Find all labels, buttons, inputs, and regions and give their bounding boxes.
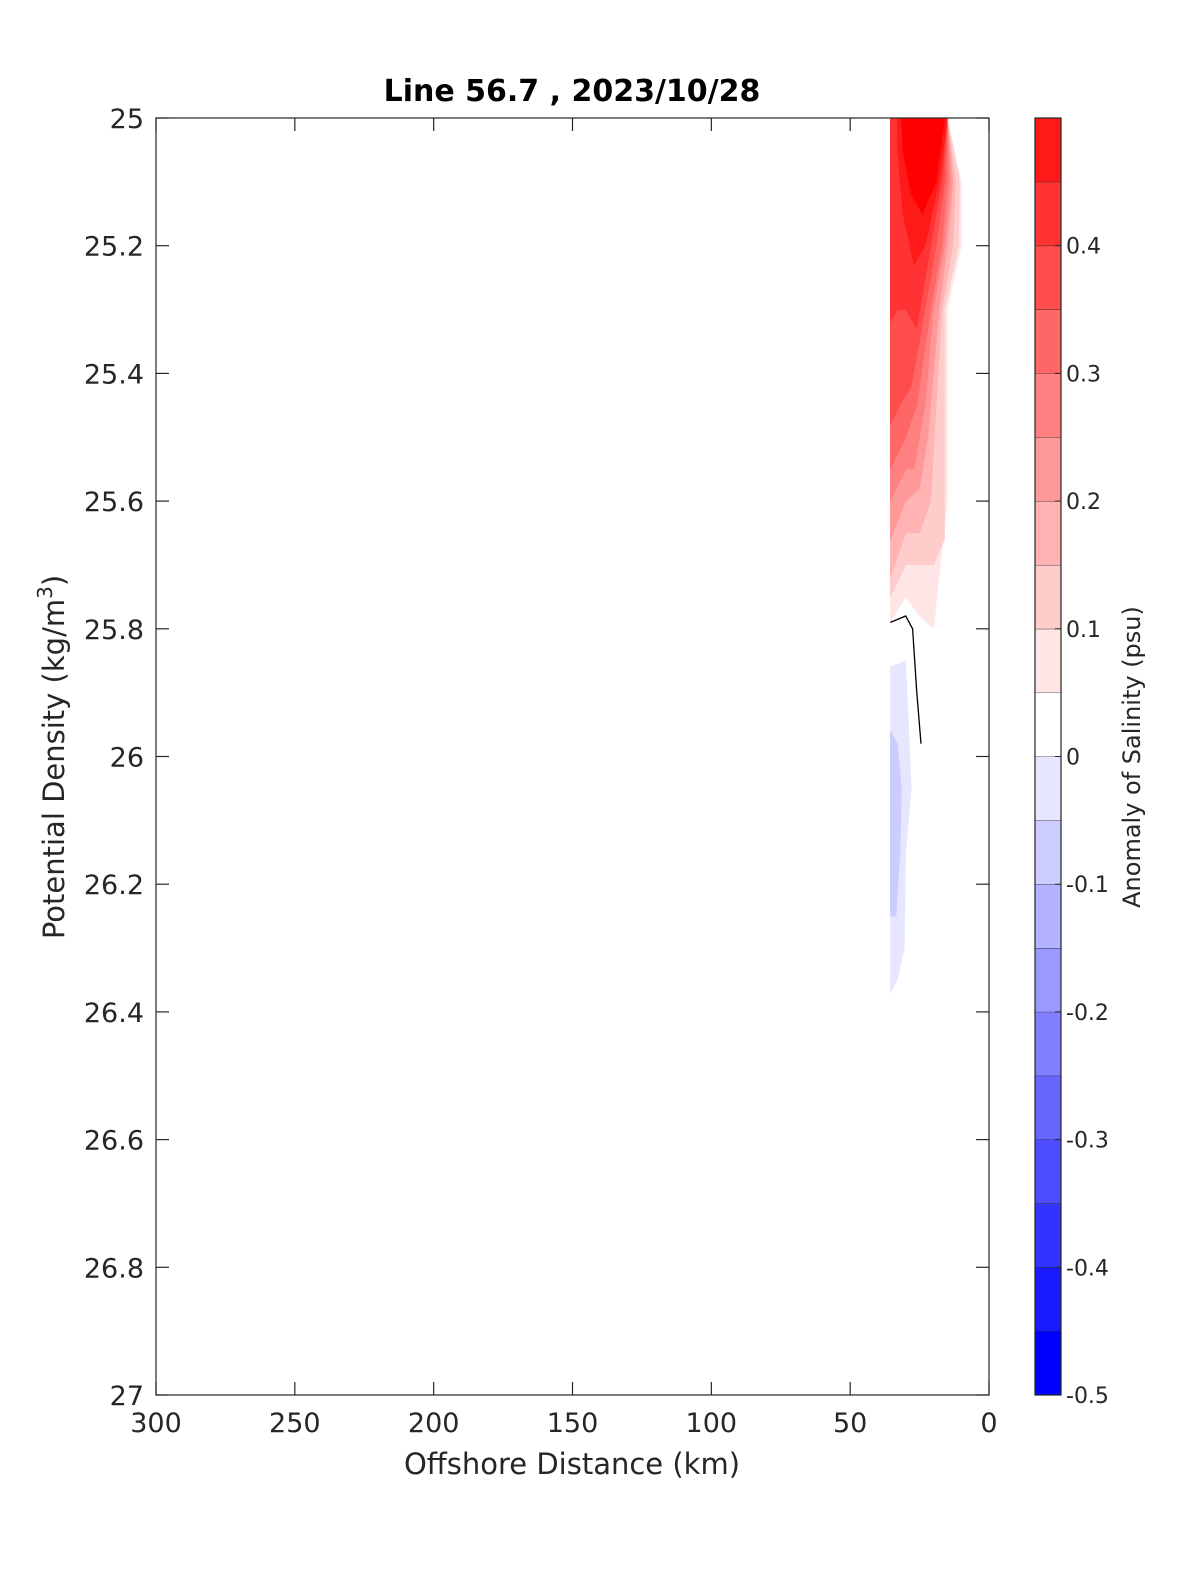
y-tick-label: 26.2 (84, 870, 144, 901)
colorbar-ticks: -0.5 -0.4 -0.3 -0.2 -0.1 0 0.1 0.2 0.3 0.4 (1055, 235, 1109, 1409)
x-tick-label: 50 (833, 1408, 867, 1439)
y-tick-label: 26 (110, 743, 144, 774)
y-tick-label: 25.6 (84, 487, 144, 518)
colorbar-band (1035, 501, 1061, 565)
y-tick-label: 25.2 (84, 232, 144, 263)
colorbar-band (1035, 1331, 1061, 1395)
colorbar-band (1035, 1011, 1061, 1076)
y-tick-label: 26.4 (84, 998, 144, 1029)
y-tick-label: 26.8 (84, 1253, 144, 1284)
colorbar-band (1035, 309, 1061, 374)
colorbar-band (1035, 1267, 1061, 1332)
x-tick-label: 0 (980, 1408, 997, 1439)
contour-fills (890, 117, 962, 993)
x-tick-label: 100 (686, 1408, 738, 1439)
colorbar-band (1035, 564, 1061, 629)
colorbar-bands (1035, 117, 1061, 1395)
plot-area: 300 250 200 150 100 50 0 2525.225.425.625.8262… (84, 104, 998, 1439)
y-axis-label: Potential Density (kg/m3) (33, 575, 71, 939)
y-axis-label-superscript: 3 (33, 586, 57, 599)
colorbar-band (1035, 884, 1061, 949)
colorbar-band (1035, 1139, 1061, 1204)
chart-title: Line 56.7 , 2023/10/28 (384, 74, 761, 109)
colorbar-band (1035, 948, 1061, 1012)
colorbar-tick-label: -0.3 (1066, 1129, 1109, 1154)
y-axis-label-suffix: ) (37, 575, 71, 586)
colorbar-band (1035, 437, 1061, 502)
x-tick-label: 200 (408, 1408, 460, 1439)
colorbar-label: Anomaly of Salinity (psu) (1118, 606, 1146, 908)
colorbar-band (1035, 245, 1061, 310)
colorbar-tick-label: -0.1 (1066, 873, 1109, 898)
contour-fill-9 (897, 117, 945, 215)
y-axis-label-main: Potential Density (kg/m (37, 599, 71, 939)
colorbar-tick-label: 0.3 (1066, 362, 1101, 387)
colorbar-band (1035, 181, 1061, 246)
y-tick-label: 27 (110, 1381, 144, 1412)
colorbar: -0.5 -0.4 -0.3 -0.2 -0.1 0 0.1 0.2 0.3 0.4 (1034, 117, 1109, 1409)
colorbar-tick-label: -0.2 (1066, 1001, 1109, 1026)
x-axis-ticks: 300 250 200 150 100 50 0 (130, 118, 998, 1439)
contour-line-0 (890, 615, 922, 744)
contour-lines (890, 615, 922, 744)
colorbar-band (1035, 1203, 1061, 1268)
y-tick-label: 25.4 (84, 359, 144, 390)
colorbar-band (1035, 118, 1061, 182)
y-tick-label: 26.6 (84, 1126, 144, 1157)
colorbar-band (1035, 628, 1061, 693)
colorbar-tick-label: -0.5 (1066, 1384, 1109, 1409)
y-tick-label: 25.8 (84, 615, 144, 646)
colorbar-tick-label: 0.4 (1066, 235, 1101, 260)
colorbar-tick-label: -0.4 (1066, 1256, 1109, 1281)
y-axis-ticks: 25 25.2 25.4 25.6 25.8 26 26.2 26.4 26.6 26.8 27 (84, 104, 989, 1412)
x-axis-label: Offshore Distance (km) (404, 1447, 740, 1481)
contour-fill-11 (890, 730, 902, 917)
colorbar-band (1035, 1075, 1061, 1140)
colorbar-tick-label: 0 (1066, 746, 1080, 771)
x-tick-label: 150 (547, 1408, 599, 1439)
y-tick-label: 25 (110, 104, 144, 135)
colorbar-band (1035, 373, 1061, 438)
colorbar-band (1035, 692, 1061, 757)
x-tick-label: 300 (130, 1408, 182, 1439)
colorbar-band (1035, 756, 1061, 821)
colorbar-band (1035, 820, 1061, 885)
colorbar-tick-label: 0.1 (1066, 618, 1101, 643)
colorbar-tick-label: 0.2 (1066, 490, 1101, 515)
x-tick-label: 250 (269, 1408, 321, 1439)
